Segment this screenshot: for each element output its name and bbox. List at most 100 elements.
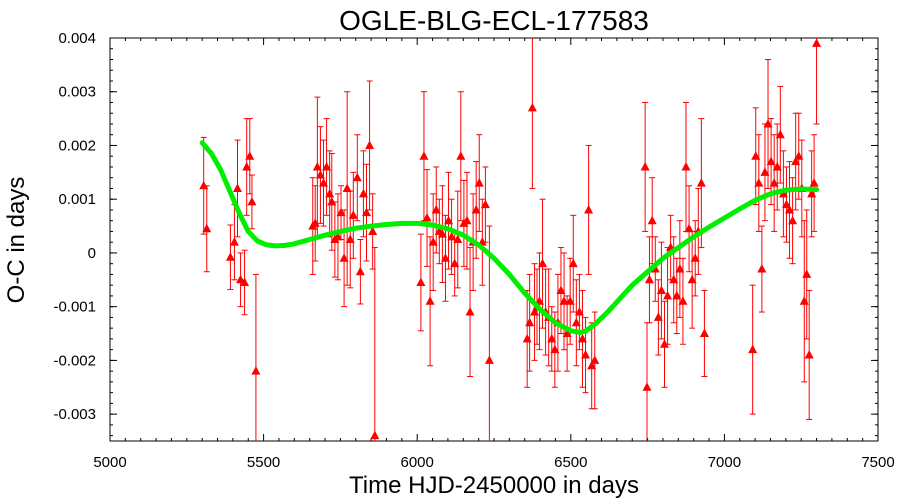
data-point <box>584 204 594 214</box>
data-point <box>240 277 250 286</box>
data-point <box>484 355 494 364</box>
data-point <box>462 215 472 225</box>
data-point <box>766 156 776 166</box>
data-point <box>325 188 335 198</box>
data-points <box>199 38 822 440</box>
data-point <box>794 151 804 160</box>
data-point <box>319 178 329 187</box>
fit-curve-group <box>199 140 820 335</box>
data-point <box>672 290 682 300</box>
data-point <box>225 252 235 261</box>
y-tick-label: -0.003 <box>53 406 96 423</box>
fit-curve <box>199 140 820 335</box>
data-point <box>355 266 365 276</box>
data-point <box>644 274 654 284</box>
data-point <box>807 188 817 198</box>
data-point <box>450 258 460 268</box>
data-point <box>678 296 688 305</box>
data-point <box>681 161 691 171</box>
data-point <box>799 296 809 305</box>
data-point <box>760 167 770 176</box>
x-tick-label: 7500 <box>861 454 894 471</box>
data-point <box>781 199 791 209</box>
data-point <box>348 210 358 219</box>
data-point <box>471 204 481 214</box>
data-point <box>653 312 663 321</box>
data-point <box>333 231 343 241</box>
data-point <box>696 178 706 187</box>
data-point <box>577 333 587 343</box>
data-point <box>538 258 548 268</box>
data-point <box>425 296 435 305</box>
data-point <box>352 172 362 182</box>
y-tick-label: 0 <box>88 245 96 262</box>
data-point <box>416 277 426 286</box>
y-tick-label: 0.003 <box>58 84 96 101</box>
data-point <box>534 296 544 305</box>
data-point <box>565 296 575 305</box>
data-point <box>342 183 352 192</box>
x-tick-label: 5000 <box>93 454 126 471</box>
data-point <box>769 178 779 187</box>
data-point <box>315 170 325 179</box>
y-tick-label: -0.002 <box>53 352 96 369</box>
data-point <box>556 285 566 295</box>
data-point <box>345 234 355 243</box>
data-point <box>242 161 252 171</box>
data-point <box>647 215 657 225</box>
data-point <box>440 253 450 262</box>
data-point <box>456 151 466 160</box>
data-point <box>791 156 801 166</box>
data-point <box>530 307 540 316</box>
x-tick-label: 5500 <box>247 454 280 471</box>
data-point <box>804 350 814 359</box>
data-point <box>757 264 767 273</box>
axis-ticks: 5000 5500 6000 6500 7000 7500 -0.003 -0.002 -0.0… <box>53 30 894 471</box>
data-point <box>474 178 484 187</box>
data-point <box>659 339 669 348</box>
data-point <box>247 196 257 206</box>
data-point <box>772 161 782 171</box>
data-point <box>447 231 457 241</box>
x-tick-label: 7000 <box>708 454 741 471</box>
data-point <box>480 199 490 209</box>
data-point <box>669 274 679 284</box>
x-axis-label: Time HJD-2450000 in days <box>349 472 639 499</box>
data-point <box>322 161 332 171</box>
y-tick-label: 0.001 <box>58 191 96 208</box>
data-point <box>465 307 475 316</box>
data-point <box>550 344 560 354</box>
data-point <box>763 118 773 128</box>
chart-title: OGLE-BLG-ECL-177583 <box>339 5 649 36</box>
data-point <box>251 366 261 375</box>
data-point <box>362 207 372 217</box>
data-point <box>809 178 819 187</box>
data-point <box>754 178 764 187</box>
data-point <box>690 253 700 262</box>
data-point <box>527 102 537 112</box>
data-point <box>339 253 349 262</box>
data-point <box>656 285 666 295</box>
data-point <box>675 264 685 273</box>
data-point <box>327 196 337 206</box>
data-point <box>571 317 581 327</box>
y-tick-label: 0.002 <box>58 137 96 154</box>
data-point <box>699 328 709 338</box>
data-point <box>581 350 591 359</box>
data-point <box>562 328 572 338</box>
data-point <box>663 290 673 300</box>
data-point <box>788 215 798 225</box>
data-point <box>642 382 652 391</box>
data-point <box>812 38 822 47</box>
data-point <box>587 360 597 370</box>
data-point <box>431 204 441 214</box>
data-point <box>802 269 812 278</box>
data-point <box>559 296 569 305</box>
y-tick-label: -0.001 <box>53 299 96 316</box>
data-point <box>312 161 322 171</box>
data-point <box>336 207 346 217</box>
data-point <box>419 151 429 160</box>
data-point <box>640 161 650 171</box>
data-point <box>368 226 378 235</box>
